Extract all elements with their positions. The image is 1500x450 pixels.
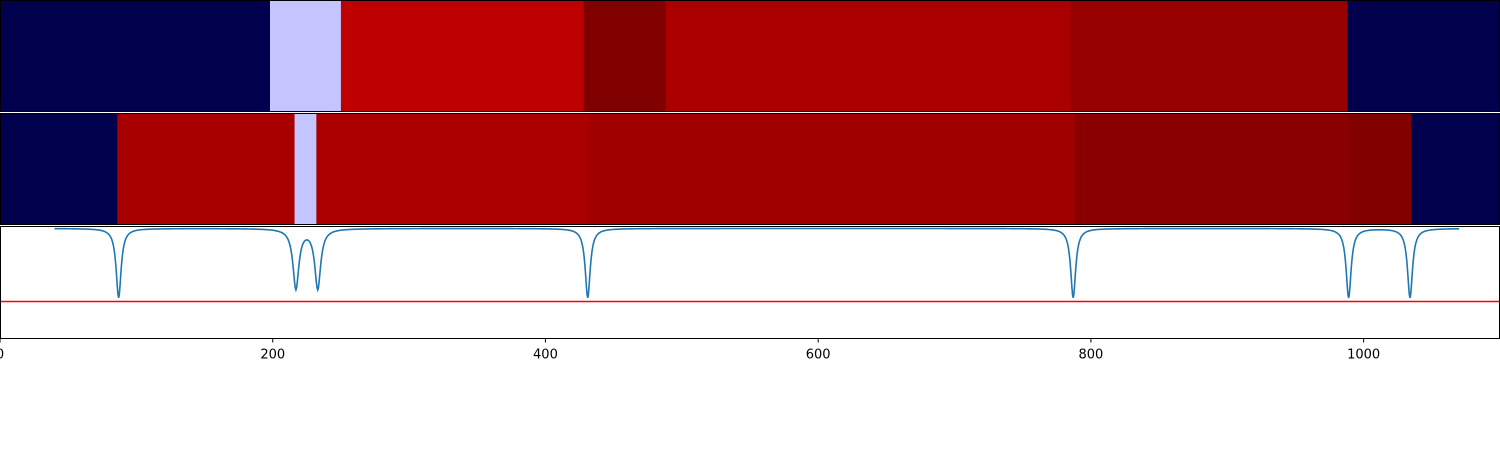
- heatmap-row-2-segment-7: [1350, 114, 1412, 224]
- heatmap-row-1-segment-7: [1347, 1, 1500, 111]
- heatmap-row-1-segment-5: [665, 1, 1072, 111]
- heatmap-row-1-segment-1: [0, 1, 271, 111]
- heatmap-row-1-segment-6: [1070, 1, 1348, 111]
- heatmap-row-1-segment-2: [270, 1, 342, 111]
- x-tick-label-800: 800: [1078, 348, 1103, 363]
- x-tick-label-200: 200: [260, 348, 285, 363]
- x-tick-label-400: 400: [533, 348, 558, 363]
- x-axis: 0 200 400 600 800 1000: [0, 338, 1380, 363]
- heatmap-row-2-segment-4: [316, 114, 590, 224]
- heatmap-row-2: [0, 114, 1500, 224]
- x-tick-label-600: 600: [806, 348, 831, 363]
- heatmap-row-2-segment-5: [589, 114, 1076, 224]
- line-plot-frame: [0, 226, 1500, 339]
- heatmap-row-2-segment-1: [0, 114, 118, 224]
- signal-line: [54, 227, 1460, 299]
- heatmap-row-2-segment-6: [1074, 114, 1351, 224]
- x-tick-label-1000: 1000: [1347, 348, 1380, 363]
- heatmap-row-2-segment-8: [1411, 114, 1500, 224]
- heatmap-row-2-segment-3: [294, 114, 317, 224]
- line-plot: [0, 227, 1500, 303]
- x-tick-label-0: 0: [0, 348, 4, 363]
- heatmap-row-2-segment-2: [117, 114, 296, 224]
- heatmap-row-1-segment-3: [340, 1, 585, 111]
- heatmap-row-1: [0, 1, 1500, 111]
- heatmap-row-1-segment-4: [583, 1, 667, 111]
